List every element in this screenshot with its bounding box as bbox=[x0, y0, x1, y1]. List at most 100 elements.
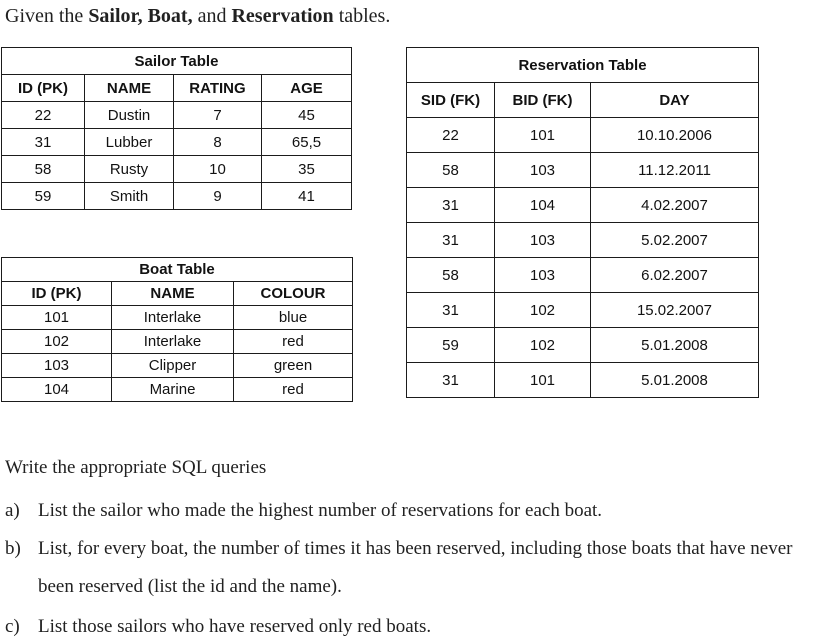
reservation-cell-r3-c0: 31 bbox=[406, 222, 495, 258]
boat-table-row-3: 104 Marine red bbox=[1, 377, 353, 402]
question-label-a: a) bbox=[5, 500, 20, 521]
sailor-table-header-row: ID (PK) NAME RATING AGE bbox=[1, 74, 352, 102]
sailor-cell-r3-c1: Smith bbox=[84, 182, 174, 210]
reservation-cell-r3-c2: 5.02.2007 bbox=[590, 222, 759, 258]
intro-prefix: Given the bbox=[5, 5, 89, 27]
reservation-cell-r7-c0: 31 bbox=[406, 362, 495, 398]
reservation-cell-r6-c0: 59 bbox=[406, 327, 495, 363]
sailor-table-row-0: 22 Dustin 7 45 bbox=[1, 101, 352, 129]
boat-cell-r2-c1: Clipper bbox=[111, 353, 234, 378]
reservation-cell-r5-c1: 102 bbox=[494, 292, 591, 328]
sailor-table-title-row: Sailor Table bbox=[1, 47, 352, 75]
boat-cell-r3-c0: 104 bbox=[1, 377, 112, 402]
boat-column-header-1: NAME bbox=[111, 281, 234, 306]
boat-table-row-1: 102 Interlake red bbox=[1, 329, 353, 354]
reservation-cell-r1-c0: 58 bbox=[406, 152, 495, 188]
reservation-cell-r1-c2: 11.12.2011 bbox=[590, 152, 759, 188]
reservation-cell-r4-c2: 6.02.2007 bbox=[590, 257, 759, 293]
sailor-cell-r2-c0: 58 bbox=[1, 155, 85, 183]
sailor-column-header-1: NAME bbox=[84, 74, 174, 102]
reservation-table-row-7: 31 101 5.01.2008 bbox=[406, 362, 759, 398]
intro-middle: and bbox=[192, 5, 232, 27]
sailor-cell-r0-c3: 45 bbox=[261, 101, 352, 129]
reservation-table: Reservation Table SID (FK) BID (FK) DAY 22 10… bbox=[406, 47, 759, 398]
boat-cell-r1-c2: red bbox=[233, 329, 353, 354]
boat-table-title: Boat Table bbox=[1, 257, 353, 282]
reservation-cell-r3-c1: 103 bbox=[494, 222, 591, 258]
reservation-cell-r1-c1: 103 bbox=[494, 152, 591, 188]
sailor-column-header-2: RATING bbox=[173, 74, 262, 102]
sailor-table: Sailor Table ID (PK) NAME RATING AGE 22 Dustin… bbox=[1, 47, 352, 210]
sailor-cell-r2-c3: 35 bbox=[261, 155, 352, 183]
question-text-a: List the sailor who made the highest num… bbox=[38, 500, 603, 521]
reservation-table-row-4: 58 103 6.02.2007 bbox=[406, 257, 759, 293]
boat-column-header-0: ID (PK) bbox=[1, 281, 112, 306]
reservation-cell-r5-c2: 15.02.2007 bbox=[590, 292, 759, 328]
reservation-table-title: Reservation Table bbox=[406, 47, 759, 83]
intro-suffix: tables. bbox=[333, 5, 391, 27]
sailor-column-header-0: ID (PK) bbox=[1, 74, 85, 102]
reservation-cell-r0-c2: 10.10.2006 bbox=[590, 117, 759, 153]
reservation-column-header-2: DAY bbox=[590, 82, 759, 118]
sailor-cell-r2-c1: Rusty bbox=[84, 155, 174, 183]
sailor-cell-r3-c0: 59 bbox=[1, 182, 85, 210]
sailor-cell-r1-c2: 8 bbox=[173, 128, 262, 156]
intro-bold-tables: Sailor, Boat, bbox=[88, 5, 193, 27]
boat-column-header-2: COLOUR bbox=[233, 281, 353, 306]
boat-cell-r1-c1: Interlake bbox=[111, 329, 234, 354]
reservation-cell-r5-c0: 31 bbox=[406, 292, 495, 328]
sailor-cell-r2-c2: 10 bbox=[173, 155, 262, 183]
boat-cell-r2-c0: 103 bbox=[1, 353, 112, 378]
boat-cell-r3-c1: Marine bbox=[111, 377, 234, 402]
question-label-b: b) bbox=[5, 538, 21, 559]
boat-table-title-row: Boat Table bbox=[1, 257, 353, 282]
question-item-a: a) List the sailor who made the highest … bbox=[5, 492, 828, 530]
reservation-table-row-6: 59 102 5.01.2008 bbox=[406, 327, 759, 363]
reservation-cell-r6-c2: 5.01.2008 bbox=[590, 327, 759, 363]
reservation-cell-r6-c1: 102 bbox=[494, 327, 591, 363]
boat-cell-r0-c1: Interlake bbox=[111, 305, 234, 330]
question-text-c: List those sailors who have reserved onl… bbox=[38, 616, 432, 637]
sailor-cell-r3-c3: 41 bbox=[261, 182, 352, 210]
sailor-cell-r1-c1: Lubber bbox=[84, 128, 174, 156]
sailor-cell-r1-c0: 31 bbox=[1, 128, 85, 156]
reservation-cell-r2-c0: 31 bbox=[406, 187, 495, 223]
sailor-table-row-3: 59 Smith 9 41 bbox=[1, 182, 352, 210]
intro-bold-reservation: Reservation bbox=[231, 5, 334, 27]
reservation-table-row-1: 58 103 11.12.2011 bbox=[406, 152, 759, 188]
question-label-c: c) bbox=[5, 616, 20, 637]
reservation-cell-r7-c2: 5.01.2008 bbox=[590, 362, 759, 398]
sailor-table-row-1: 31 Lubber 8 65,5 bbox=[1, 128, 352, 156]
sailor-table-row-2: 58 Rusty 10 35 bbox=[1, 155, 352, 183]
reservation-cell-r4-c1: 103 bbox=[494, 257, 591, 293]
reservation-column-header-1: BID (FK) bbox=[494, 82, 591, 118]
reservation-cell-r0-c0: 22 bbox=[406, 117, 495, 153]
sailor-cell-r3-c2: 9 bbox=[173, 182, 262, 210]
boat-cell-r1-c0: 102 bbox=[1, 329, 112, 354]
reservation-column-header-0: SID (FK) bbox=[406, 82, 495, 118]
boat-cell-r0-c2: blue bbox=[233, 305, 353, 330]
reservation-table-row-3: 31 103 5.02.2007 bbox=[406, 222, 759, 258]
boat-table: Boat Table ID (PK) NAME COLOUR 101 Interlake b… bbox=[1, 257, 353, 402]
sailor-cell-r0-c1: Dustin bbox=[84, 101, 174, 129]
sailor-cell-r0-c2: 7 bbox=[173, 101, 262, 129]
question-item-c: c) List those sailors who have reserved … bbox=[5, 608, 828, 643]
sailor-cell-r1-c3: 65,5 bbox=[261, 128, 352, 156]
boat-table-row-0: 101 Interlake blue bbox=[1, 305, 353, 330]
reservation-table-row-0: 22 101 10.10.2006 bbox=[406, 117, 759, 153]
reservation-cell-r2-c1: 104 bbox=[494, 187, 591, 223]
reservation-table-header-row: SID (FK) BID (FK) DAY bbox=[406, 82, 759, 118]
boat-cell-r0-c0: 101 bbox=[1, 305, 112, 330]
questions-heading: Write the appropriate SQL queries bbox=[5, 457, 267, 478]
boat-cell-r3-c2: red bbox=[233, 377, 353, 402]
reservation-table-row-5: 31 102 15.02.2007 bbox=[406, 292, 759, 328]
reservation-cell-r7-c1: 101 bbox=[494, 362, 591, 398]
sailor-cell-r0-c0: 22 bbox=[1, 101, 85, 129]
intro-text: Given the Sailor, Boat, and Reservation … bbox=[5, 4, 390, 28]
question-text-b: List, for every boat, the number of time… bbox=[38, 538, 793, 597]
boat-cell-r2-c2: green bbox=[233, 353, 353, 378]
reservation-cell-r2-c2: 4.02.2007 bbox=[590, 187, 759, 223]
reservation-cell-r4-c0: 58 bbox=[406, 257, 495, 293]
sailor-table-title: Sailor Table bbox=[1, 47, 352, 75]
